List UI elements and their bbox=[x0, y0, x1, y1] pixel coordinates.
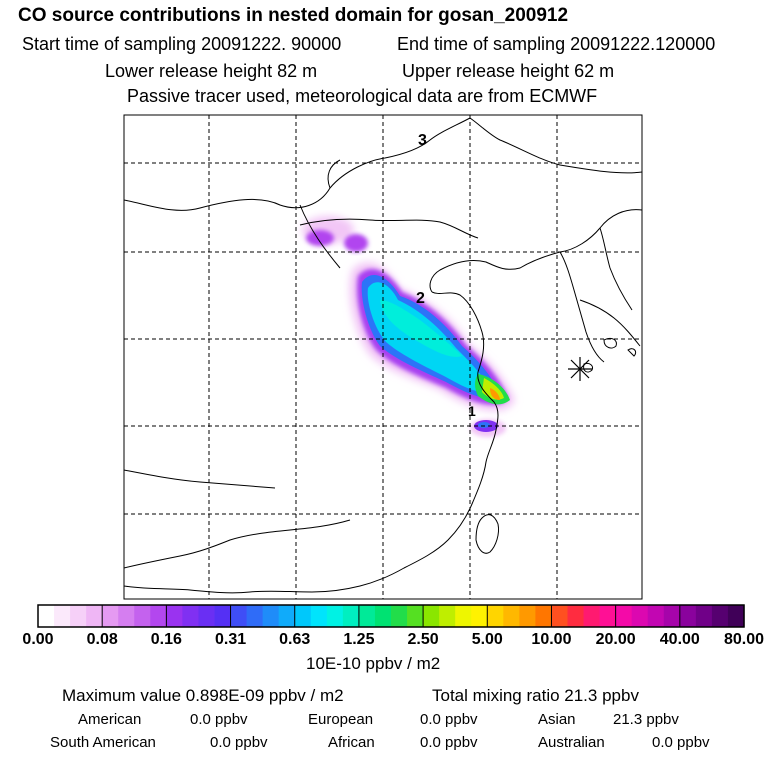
lower-release-height: Lower release height 82 m bbox=[105, 61, 318, 81]
colorbar-swatch bbox=[166, 605, 184, 627]
colorbar-swatch bbox=[487, 605, 504, 627]
end-time: End time of sampling 20091222.120000 bbox=[397, 34, 716, 54]
colorbar-swatch bbox=[583, 605, 601, 627]
concentration-plume bbox=[302, 216, 515, 437]
colorbar-swatch bbox=[567, 605, 585, 627]
colorbar-swatch bbox=[358, 605, 376, 627]
colorbar-tick-label: 40.00 bbox=[659, 631, 700, 648]
colorbar-tick-label: 0.00 bbox=[22, 631, 54, 648]
colorbar-swatch bbox=[439, 605, 456, 627]
small-island bbox=[627, 348, 637, 357]
colorbar-swatch bbox=[615, 605, 633, 627]
colorbar-tick-label: 10.00 bbox=[531, 631, 572, 648]
start-time: Start time of sampling 20091222. 90000 bbox=[22, 34, 342, 54]
korea-coast-island bbox=[603, 337, 617, 349]
colorbar-swatch bbox=[310, 605, 328, 627]
source-label-american: American bbox=[78, 711, 142, 728]
colorbar-tick-label: 80.00 bbox=[723, 631, 765, 648]
colorbar-swatch bbox=[695, 605, 713, 627]
marker-2: 2 bbox=[416, 290, 425, 307]
colorbar-swatch bbox=[86, 605, 103, 627]
colorbar-swatch bbox=[230, 605, 248, 627]
colorbar-swatch bbox=[294, 605, 312, 627]
colorbar-swatch bbox=[631, 605, 649, 627]
colorbar-swatch bbox=[519, 605, 537, 627]
colorbar-tick-label: 0.31 bbox=[214, 631, 247, 648]
colorbar-tick-label: 20.00 bbox=[595, 631, 636, 648]
colorbar-swatch bbox=[374, 605, 392, 627]
colorbar-swatch bbox=[663, 605, 681, 627]
colorbar-swatch bbox=[54, 605, 71, 627]
marker-3: 3 bbox=[418, 132, 427, 149]
taiwan-coastline bbox=[475, 514, 499, 554]
colorbar-swatch bbox=[503, 605, 520, 627]
colorbar-swatch bbox=[118, 605, 135, 627]
colorbar-swatch bbox=[391, 605, 408, 627]
lat-lon-grid bbox=[124, 115, 642, 599]
total-mixing-ratio: Total mixing ratio 21.3 ppbv bbox=[432, 686, 639, 705]
source-label-australian: Australian bbox=[538, 734, 605, 751]
source-label-south-american: South American bbox=[50, 734, 156, 751]
colorbar bbox=[37, 604, 745, 628]
colorbar-swatch bbox=[182, 605, 200, 627]
map-frame bbox=[123, 114, 643, 600]
colorbar-swatch bbox=[423, 605, 440, 627]
colorbar-swatch bbox=[407, 605, 424, 627]
colorbar-tick-label: 1.25 bbox=[343, 631, 375, 648]
colorbar-swatch bbox=[551, 605, 569, 627]
maximum-value: Maximum value 0.898E-09 ppbv / m2 bbox=[62, 686, 344, 705]
colorbar-tick-label: 0.16 bbox=[150, 631, 182, 648]
source-value-european: 0.0 ppbv bbox=[420, 711, 478, 728]
colorbar-swatch bbox=[471, 605, 488, 627]
colorbar-swatch bbox=[198, 605, 216, 627]
colorbar-swatch bbox=[455, 605, 472, 627]
plot-title: CO source contributions in nested domain… bbox=[18, 5, 569, 26]
source-label-european: European bbox=[308, 711, 374, 728]
source-value-australian: 0.0 ppbv bbox=[652, 734, 710, 751]
colorbar-units: 10E-10 ppbv / m2 bbox=[306, 654, 441, 673]
colorbar-swatch bbox=[150, 605, 167, 627]
colorbar-swatch bbox=[38, 605, 55, 627]
colorbar-swatch bbox=[599, 605, 617, 627]
colorbar-swatch bbox=[647, 605, 665, 627]
colorbar-swatch bbox=[342, 605, 360, 627]
colorbar-tick-label: 0.08 bbox=[86, 631, 118, 648]
source-value-asian: 21.3 ppbv bbox=[613, 711, 679, 728]
colorbar-swatch bbox=[326, 605, 344, 627]
upper-release-height: Upper release height 62 m bbox=[402, 61, 615, 81]
colorbar-tick-label: 2.50 bbox=[407, 631, 439, 648]
data-source-note: Passive tracer used, meteorological data… bbox=[127, 86, 598, 106]
coastlines bbox=[124, 117, 642, 594]
colorbar-swatch bbox=[214, 605, 232, 627]
source-label-asian: Asian bbox=[538, 711, 576, 728]
colorbar-swatch bbox=[679, 605, 697, 627]
colorbar-swatch bbox=[102, 605, 119, 627]
colorbar-swatch bbox=[278, 605, 296, 627]
source-value-south-american: 0.0 ppbv bbox=[210, 734, 268, 751]
colorbar-swatch bbox=[727, 605, 745, 627]
colorbar-tick-label: 0.63 bbox=[279, 631, 311, 648]
colorbar-tick-label: 5.00 bbox=[471, 631, 503, 648]
colorbar-swatch bbox=[134, 605, 151, 627]
source-value-african: 0.0 ppbv bbox=[420, 734, 478, 751]
marker-1: 1 bbox=[468, 403, 476, 419]
receptor-asterisk-icon bbox=[568, 357, 592, 381]
colorbar-frame bbox=[37, 604, 745, 628]
colorbar-swatch bbox=[262, 605, 280, 627]
colorbar-swatch bbox=[711, 605, 729, 627]
colorbar-swatch bbox=[246, 605, 264, 627]
colorbar-swatch bbox=[70, 605, 87, 627]
source-label-african: African bbox=[328, 734, 375, 751]
colorbar-swatch bbox=[535, 605, 553, 627]
source-value-american: 0.0 ppbv bbox=[190, 711, 248, 728]
